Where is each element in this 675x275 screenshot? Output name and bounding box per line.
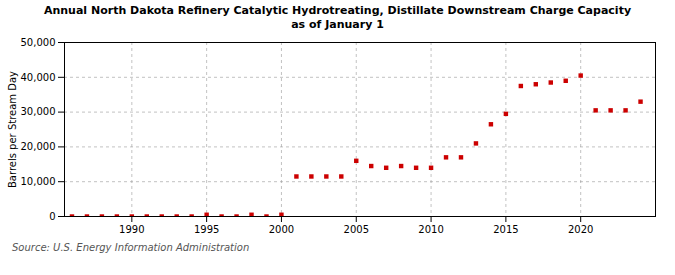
svg-text:0: 0 xyxy=(49,210,55,221)
html-text:Annual North Dakota Refinery C: Annual North Dakota Refinery Catalytic H… xyxy=(43,4,632,31)
svg-text:Barrels per Stream Day: Barrels per Stream Day xyxy=(7,70,18,187)
svg-text:40,000: 40,000 xyxy=(21,71,56,82)
svg-text:2015: 2015 xyxy=(493,223,518,234)
html-text:Source: U.S. Energy Informatio: Source: U.S. Energy Information Administ… xyxy=(12,241,250,253)
svg-text:2020: 2020 xyxy=(568,223,593,234)
svg-text:2005: 2005 xyxy=(344,223,369,234)
svg-text:1990: 1990 xyxy=(119,223,144,234)
svg-text:1995: 1995 xyxy=(194,223,219,234)
svg-text:2000: 2000 xyxy=(269,223,294,234)
svg-text:20,000: 20,000 xyxy=(21,141,56,152)
svg-text:50,000: 50,000 xyxy=(21,36,56,47)
svg-text:30,000: 30,000 xyxy=(21,106,56,117)
svg-text:10,000: 10,000 xyxy=(21,175,56,186)
svg-text:2010: 2010 xyxy=(418,223,443,234)
